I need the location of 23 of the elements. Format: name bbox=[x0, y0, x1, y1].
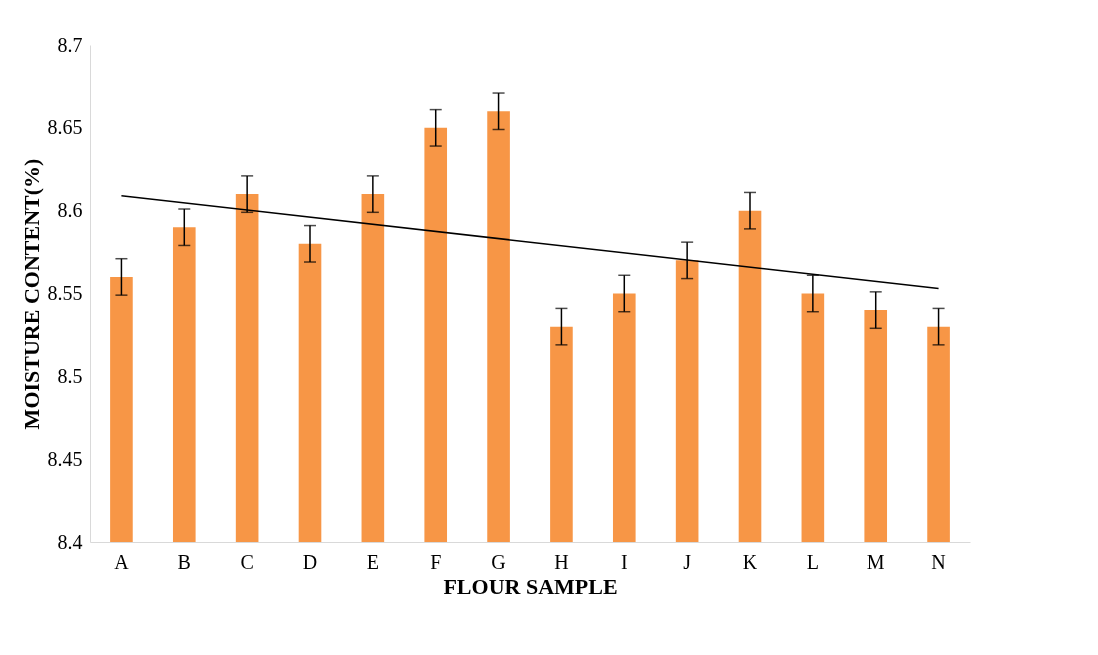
y-tick-label: 8.5 bbox=[57, 364, 83, 387]
x-tick-label: D bbox=[302, 550, 318, 573]
y-tick-label: 8.45 bbox=[47, 447, 83, 470]
y-tick-label: 8.7 bbox=[57, 33, 83, 56]
y-tick-label: 8.4 bbox=[57, 530, 83, 553]
x-tick-label: A bbox=[114, 550, 130, 573]
x-axis-title: FLOUR SAMPLE bbox=[443, 573, 618, 599]
y-tick-label: 8.55 bbox=[47, 282, 83, 304]
x-tick-label: C bbox=[240, 550, 254, 573]
x-tick-label: H bbox=[554, 550, 569, 573]
x-tick-label: B bbox=[177, 550, 191, 573]
x-tick-label: F bbox=[430, 550, 442, 573]
x-tick-label: M bbox=[866, 550, 885, 573]
x-tick-label: G bbox=[491, 550, 506, 573]
y-tick-label: 8.6 bbox=[57, 199, 83, 222]
x-tick-label: J bbox=[683, 550, 692, 573]
x-tick-label: L bbox=[806, 550, 819, 573]
x-tick-label: N bbox=[931, 550, 946, 573]
y-axis-title: MOISTURE CONTENT(%) bbox=[18, 158, 44, 430]
x-tick-label: I bbox=[620, 550, 628, 573]
x-tick-label: K bbox=[742, 550, 758, 573]
x-tick-label: E bbox=[366, 550, 379, 573]
y-tick-label: 8.65 bbox=[47, 116, 83, 139]
